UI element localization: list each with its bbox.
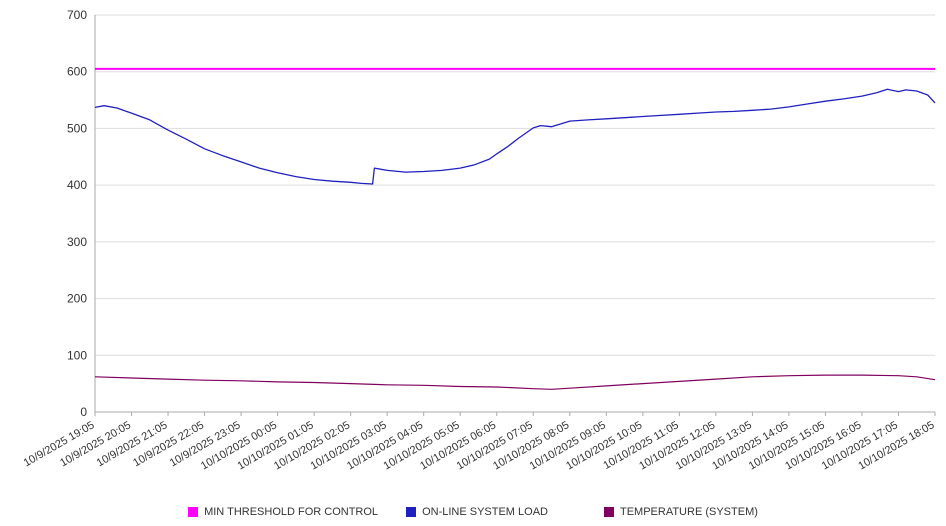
legend-label: ON-LINE SYSTEM LOAD bbox=[422, 506, 548, 518]
series-line bbox=[94, 374, 936, 390]
legend-item[interactable]: TEMPERATURE (SYSTEM) bbox=[603, 506, 758, 518]
legend-swatch-icon bbox=[603, 507, 614, 517]
y-tick-label: 0 bbox=[80, 405, 87, 419]
y-tick-label: 700 bbox=[67, 8, 87, 22]
legend-swatch-icon bbox=[406, 507, 417, 517]
legend-item[interactable]: ON-LINE SYSTEM LOAD bbox=[406, 506, 548, 518]
legend-label: TEMPERATURE (SYSTEM) bbox=[619, 506, 758, 518]
legend-swatch-icon bbox=[188, 507, 199, 517]
y-tick-label: 500 bbox=[67, 121, 87, 135]
legend-label: MIN THRESHOLD FOR CONTROL bbox=[204, 506, 379, 518]
y-tick-label: 300 bbox=[67, 235, 87, 249]
legend: MIN THRESHOLD FOR CONTROL ON-LINE SYSTEM … bbox=[0, 506, 946, 518]
y-tick-label: 400 bbox=[67, 178, 87, 192]
legend-item[interactable]: MIN THRESHOLD FOR CONTROL bbox=[188, 506, 378, 518]
series-line bbox=[94, 88, 936, 185]
y-tick-label: 600 bbox=[67, 65, 87, 79]
y-tick-label: 100 bbox=[67, 348, 87, 362]
y-tick-label: 200 bbox=[67, 292, 87, 306]
